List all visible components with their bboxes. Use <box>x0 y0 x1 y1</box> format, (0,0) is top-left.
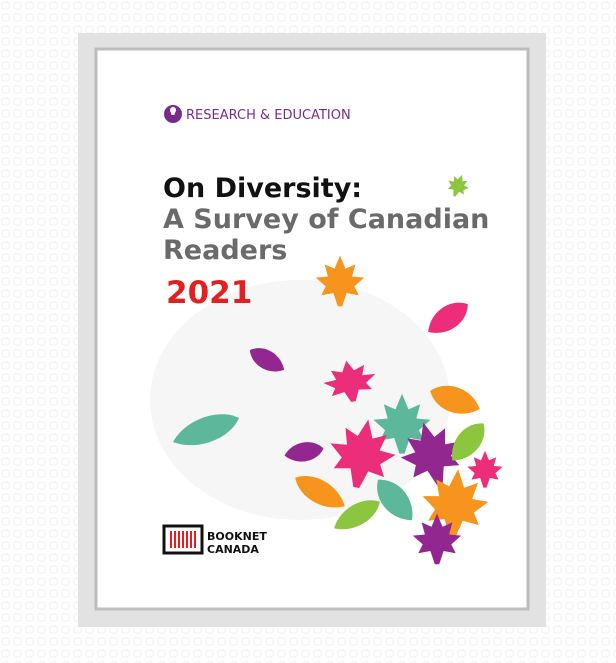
title-line: Readers <box>163 235 287 266</box>
section-label: RESEARCH & EDUCATION <box>186 108 351 123</box>
logo-box <box>162 524 204 555</box>
title-line: A Survey of Canadian <box>163 204 489 235</box>
bulb-glyph <box>170 107 176 115</box>
title-line: On Diversity: <box>163 173 362 204</box>
logo-bars <box>170 531 196 548</box>
publisher-logo: BOOKNET CANADA <box>162 524 267 556</box>
publisher-name: CANADA <box>207 543 259 556</box>
year: 2021 <box>166 275 252 311</box>
publisher-name: BOOKNET <box>207 530 267 543</box>
